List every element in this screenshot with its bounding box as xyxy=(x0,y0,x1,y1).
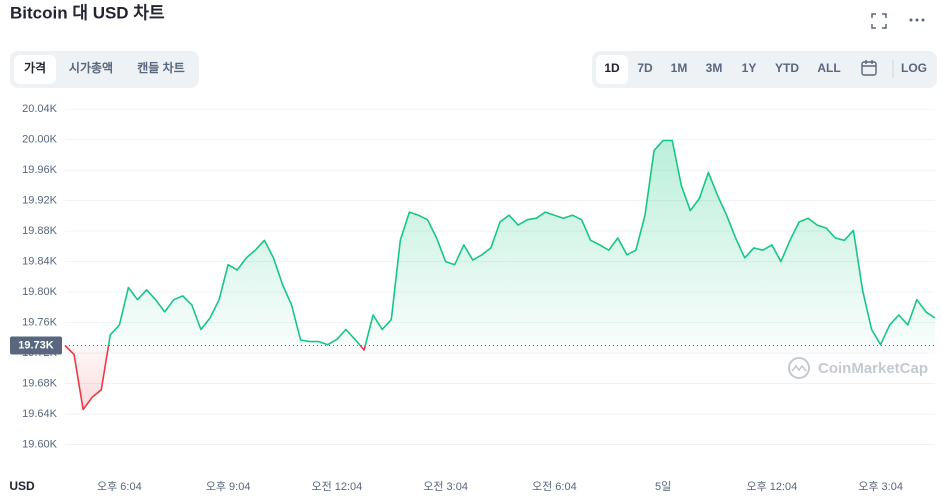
tab[interactable]: 시가총액 xyxy=(69,60,113,75)
chart-title: Bitcoin 대 USD 차트 xyxy=(10,3,165,22)
x-tick-label: 오후 12:04 xyxy=(746,480,797,493)
tab[interactable]: 가격 xyxy=(24,60,46,75)
tab[interactable]: 캔들 차트 xyxy=(137,60,185,75)
x-tick-label: 5일 xyxy=(655,479,671,493)
y-tick-label: 19.88K xyxy=(22,225,58,237)
active-tab xyxy=(14,55,56,84)
y-tick-label: 20.00K xyxy=(22,134,58,146)
y-tick-label: 19.92K xyxy=(22,195,58,207)
watermark-text: CoinMarketCap xyxy=(818,360,928,377)
active-range xyxy=(596,55,628,84)
more-icon[interactable] xyxy=(909,18,925,22)
x-tick-label: 오후 9:04 xyxy=(206,480,251,493)
watermark: CoinMarketCap xyxy=(788,357,928,379)
log-button[interactable]: LOG xyxy=(901,61,927,75)
range-group xyxy=(592,51,937,88)
y-tick-label: 19.84K xyxy=(22,256,58,268)
calendar-icon[interactable] xyxy=(861,60,877,76)
y-tick-label: 19.76K xyxy=(22,317,58,329)
baseline-label: 19.73K xyxy=(18,339,54,351)
x-tick-label: 오후 6:04 xyxy=(97,480,142,493)
range-button[interactable]: 7D xyxy=(637,61,653,75)
range-button[interactable]: ALL xyxy=(817,61,840,75)
x-tick-label: 오전 3:04 xyxy=(423,480,468,493)
y-axis-unit: USD xyxy=(9,479,35,493)
x-tick-label: 오전 6:04 xyxy=(532,480,577,493)
price-line xyxy=(64,139,936,411)
x-tick-label: 오후 3:04 xyxy=(858,480,903,493)
y-tick-label: 19.68K xyxy=(22,377,58,389)
y-tick-label: 19.96K xyxy=(22,164,58,176)
y-tick-label: 19.64K xyxy=(22,408,58,420)
baseline-label-box xyxy=(10,336,62,355)
expand-icon[interactable] xyxy=(871,13,887,29)
y-tick-label: 19.80K xyxy=(22,286,58,298)
range-button[interactable]: 3M xyxy=(706,61,723,75)
range-button[interactable]: 1M xyxy=(671,61,688,75)
tab-group xyxy=(10,51,199,88)
y-tick-label: 20.04K xyxy=(22,103,58,115)
range-button[interactable]: YTD xyxy=(775,61,799,75)
y-tick-label: 19.60K xyxy=(22,438,58,450)
range-button[interactable]: 1D xyxy=(604,61,620,75)
x-tick-label: 오전 12:04 xyxy=(311,480,362,493)
range-button[interactable]: 1Y xyxy=(742,61,757,75)
price-area xyxy=(65,140,935,410)
